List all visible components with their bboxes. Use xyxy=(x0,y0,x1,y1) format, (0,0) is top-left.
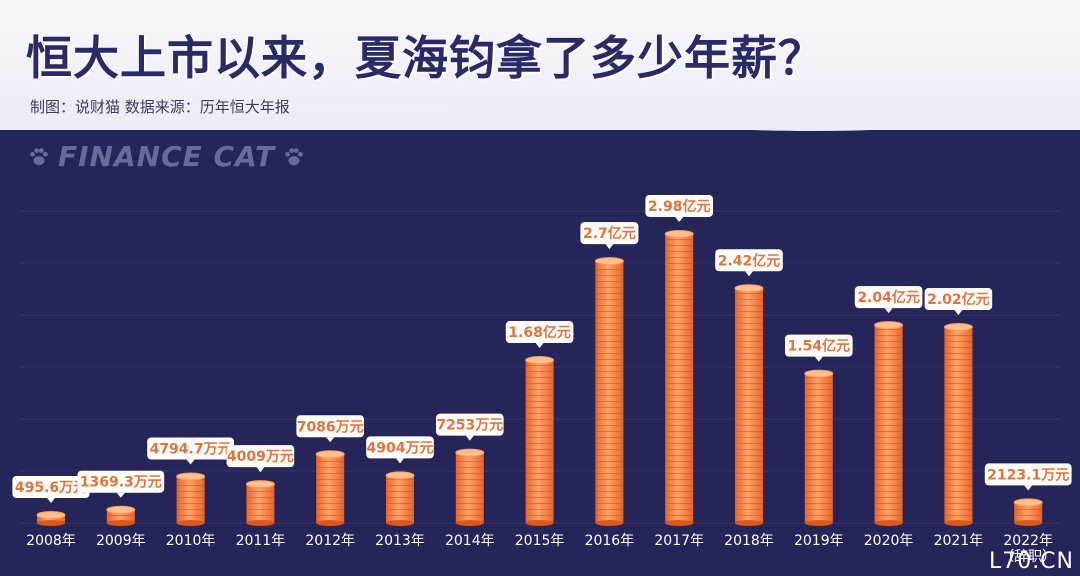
data-label: 2.98亿元 xyxy=(645,194,713,222)
svg-text:7086万元: 7086万元 xyxy=(297,419,364,435)
bar xyxy=(874,321,904,526)
watermark: FINANCE CAT xyxy=(28,140,305,173)
svg-text:2.98亿元: 2.98亿元 xyxy=(648,198,711,215)
x-tick-label: 2012年 xyxy=(305,533,355,549)
x-tick-label: 2022年 xyxy=(1003,533,1053,549)
x-tick-label: （辞职） xyxy=(1000,549,1056,565)
x-tick-label: 2020年 xyxy=(864,533,914,549)
x-tick-label: 2018年 xyxy=(724,533,774,549)
data-label: 4794.7万元 xyxy=(147,437,234,465)
svg-text:495.6万元: 495.6万元 xyxy=(15,480,87,496)
x-tick-label: 2009年 xyxy=(96,533,146,549)
chart-title: 恒大上市以来，夏海钧拿了多少年薪？ xyxy=(26,31,825,85)
bar xyxy=(943,323,973,526)
data-label: 1.54亿元 xyxy=(785,334,853,362)
data-label: 7086万元 xyxy=(296,415,364,443)
svg-text:4794.7万元: 4794.7万元 xyxy=(150,441,232,457)
x-tick-label: 2013年 xyxy=(375,533,425,549)
data-label: 1369.3万元 xyxy=(77,470,165,498)
x-tick-label: 2019年 xyxy=(794,533,844,549)
data-label: 495.6万元 xyxy=(12,476,90,503)
x-axis: 2008年 2009年 2010年 2011年 2012年 2013年 2014年 2015年… xyxy=(26,533,1056,565)
x-tick-label: 2011年 xyxy=(236,533,286,549)
bars xyxy=(36,229,1043,526)
paw-icon xyxy=(30,147,48,165)
svg-text:1.68亿元: 1.68亿元 xyxy=(508,324,571,341)
svg-text:1.54亿元: 1.54亿元 xyxy=(788,338,851,355)
bar xyxy=(734,284,764,526)
data-label: 2.02亿元 xyxy=(924,288,993,316)
x-tick-label: 2010年 xyxy=(166,533,216,549)
data-label: 1.68亿元 xyxy=(505,321,574,349)
bar xyxy=(594,257,624,526)
bar xyxy=(664,229,694,526)
bar xyxy=(385,471,415,526)
x-tick-label: 2008年 xyxy=(26,533,76,549)
chart-subtitle: 制图：说财猫 数据来源：历年恒大年报 xyxy=(30,98,290,116)
svg-text:4904万元: 4904万元 xyxy=(367,440,434,456)
bar xyxy=(1013,498,1043,526)
watermark-text: FINANCE CAT xyxy=(58,140,276,173)
bar xyxy=(525,356,555,526)
data-label: 7253万元 xyxy=(436,413,504,441)
svg-text:2.42亿元: 2.42亿元 xyxy=(718,252,781,269)
data-label: 2.42亿元 xyxy=(715,249,783,277)
header-curve xyxy=(0,100,1080,132)
x-tick-label: 2021年 xyxy=(934,533,984,549)
paw-icon xyxy=(285,147,303,165)
bar xyxy=(245,480,275,526)
x-tick-label: 2016年 xyxy=(585,533,635,549)
bar xyxy=(455,448,485,526)
bar xyxy=(36,511,66,526)
data-label: 4904万元 xyxy=(366,436,434,464)
svg-text:7253万元: 7253万元 xyxy=(436,418,503,434)
bar xyxy=(176,472,206,526)
svg-text:2123.1万元: 2123.1万元 xyxy=(987,467,1069,483)
svg-text:4009万元: 4009万元 xyxy=(227,449,294,465)
svg-text:2.7亿元: 2.7亿元 xyxy=(583,225,636,242)
data-label: 2.7亿元 xyxy=(580,222,639,250)
svg-text:2.04亿元: 2.04亿元 xyxy=(857,289,920,306)
bar xyxy=(804,369,834,526)
data-label: 4009万元 xyxy=(226,445,295,473)
x-tick-label: 2014年 xyxy=(445,533,495,549)
x-tick-label: 2017年 xyxy=(654,533,704,549)
data-label: 2.04亿元 xyxy=(854,286,923,314)
x-tick-label: 2015年 xyxy=(515,533,565,549)
bar xyxy=(315,450,345,526)
svg-text:2.02亿元: 2.02亿元 xyxy=(927,291,990,308)
bar xyxy=(106,505,136,526)
data-label: 2123.1万元 xyxy=(984,463,1072,491)
svg-text:1369.3万元: 1369.3万元 xyxy=(80,475,162,491)
site-watermark: L70.CN xyxy=(988,549,1074,574)
